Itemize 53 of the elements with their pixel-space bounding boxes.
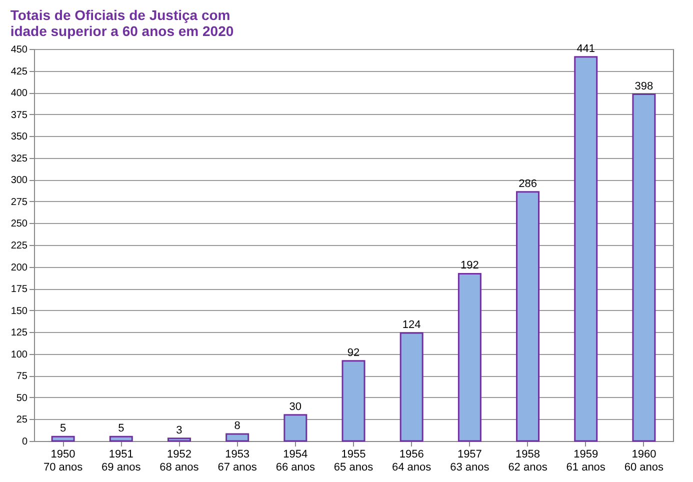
y-tick-label: 125 [10, 328, 28, 339]
bar [458, 272, 482, 442]
x-tick-label: 1954 66 anos [276, 448, 316, 474]
x-tick-label: 1951 69 anos [102, 448, 142, 474]
bar [51, 436, 75, 442]
data-label: 8 [234, 420, 240, 432]
y-tick-label: 250 [10, 218, 28, 230]
y-tick-label: 100 [10, 349, 28, 360]
y-tick-label: 200 [10, 262, 28, 274]
data-label: 3 [176, 424, 182, 436]
y-tick-label: 75 [16, 371, 28, 382]
data-label: 124 [402, 318, 421, 331]
y-tick-label: 175 [10, 284, 28, 296]
y-tick-label: 50 [16, 392, 28, 404]
bar [167, 438, 191, 442]
bar [516, 191, 540, 442]
data-label: 286 [518, 178, 537, 190]
x-tick-label: 1956 64 anos [392, 448, 432, 474]
data-label: 5 [60, 422, 66, 435]
x-tick-label: 1952 68 anos [160, 448, 200, 474]
x-tick-label: 1958 62 anos [508, 448, 548, 474]
y-tick-label: 275 [10, 196, 28, 208]
bar [574, 56, 598, 442]
x-tick-label: 1955 65 anos [334, 448, 374, 474]
x-tick-label: 1950 70 anos [43, 448, 84, 474]
y-tick-label: 300 [10, 175, 28, 186]
y-tick-label: 375 [10, 110, 28, 121]
bar [226, 433, 250, 442]
data-label: 30 [289, 400, 302, 413]
chart-title: Totais de Oficiais de Justiça com idade superior a 60 anos em 2020 [10, 6, 234, 39]
y-tick-label: 350 [10, 132, 28, 143]
bar [109, 436, 133, 442]
data-label: 441 [576, 42, 596, 55]
data-label: 192 [460, 260, 479, 272]
y-tick-label: 325 [10, 153, 28, 164]
x-tick-label: 1960 60 anos [624, 448, 664, 474]
y-tick-label: 400 [10, 88, 28, 100]
y-tick-label: 150 [10, 306, 28, 317]
bar [400, 332, 424, 442]
data-label: 5 [118, 422, 124, 435]
x-tick-label: 1953 67 anos [218, 448, 258, 474]
bar [284, 414, 308, 442]
data-label: 398 [634, 80, 654, 92]
y-tick-label: 225 [10, 240, 28, 252]
y-tick-label: 450 [10, 44, 28, 56]
x-tick-label: 1959 61 anos [566, 448, 606, 474]
bar [632, 94, 656, 442]
x-tick-label: 1957 63 anos [450, 448, 490, 474]
y-tick-label: 0 [22, 436, 28, 448]
data-label: 92 [347, 346, 360, 359]
y-tick-label: 25 [16, 414, 28, 426]
y-tick-label: 425 [10, 66, 28, 78]
bar [342, 360, 366, 442]
